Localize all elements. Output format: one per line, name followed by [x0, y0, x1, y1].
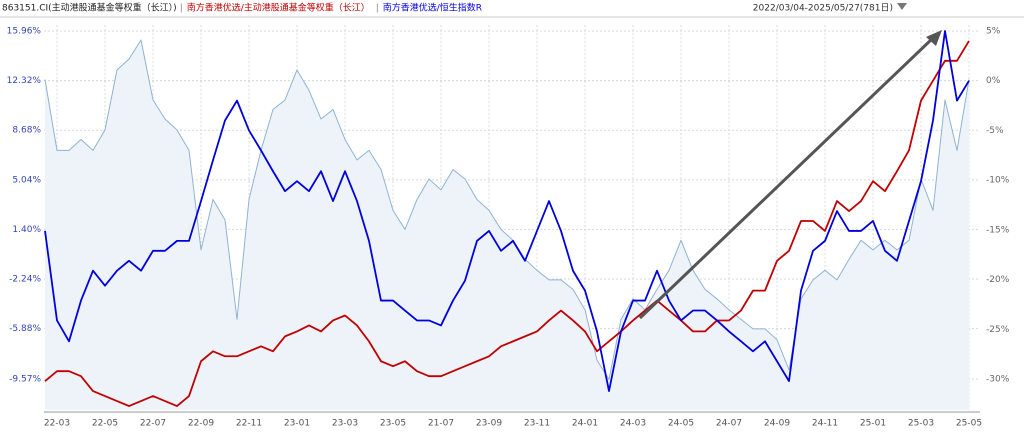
y2-tick-label: -5% — [986, 126, 1004, 136]
period: 2022/03/04-2025/05/27(781日) — [753, 3, 893, 14]
period-dropdown[interactable] — [897, 3, 907, 10]
x-tick-label: 23-01 — [284, 419, 310, 429]
x-tick-label: 22-11 — [236, 419, 262, 429]
x-tick-label: 24-07 — [716, 419, 742, 429]
x-tick-label: 22-03 — [44, 419, 70, 429]
x-tick-label: 22-07 — [140, 419, 166, 429]
x-tick-label: 25-01 — [860, 419, 886, 429]
y2-tick-label: -25% — [986, 325, 1010, 335]
y2-tick-label: -10% — [986, 176, 1010, 186]
legend-entry: 南方香港优选/主动港股通基金等权重（长江） — [187, 2, 370, 14]
y-tick-label: 15.96% — [7, 26, 42, 36]
legend-entry: 863151.CI(主动港股通基金等权重（长江）) — [2, 2, 177, 14]
x-tick-label: 24-05 — [668, 419, 694, 429]
legend-entry: 南方香港优选/恒生指数R — [383, 2, 482, 14]
y-tick-label: 8.68% — [12, 126, 41, 136]
x-tick-label: 22-09 — [188, 419, 214, 429]
x-tick-label: 21-07 — [428, 419, 454, 429]
x-tick-label: 22-05 — [92, 419, 118, 429]
x-tick-label: 24-09 — [764, 419, 790, 429]
x-tick-label: 24-01 — [572, 419, 598, 429]
y-tick-label: -5.88% — [9, 324, 41, 334]
y-tick-label: -2.24% — [9, 275, 41, 285]
x-tick-label: 23-03 — [332, 419, 358, 429]
legend-separator: | — [376, 4, 379, 14]
y-tick-label: -9.57% — [9, 374, 41, 384]
series-line — [44, 40, 970, 407]
x-tick-label: 24-03 — [620, 419, 646, 429]
arrow-annotation — [638, 30, 942, 320]
x-tick-label: 23-09 — [476, 419, 502, 429]
y-tick-label: 12.32% — [7, 76, 42, 86]
y2-tick-label: -15% — [986, 225, 1010, 235]
y2-tick-label: 5% — [986, 26, 1001, 36]
y-tick-label: 1.40% — [12, 225, 41, 235]
series-line — [44, 39, 970, 380]
series-area — [45, 39, 969, 410]
y2-tick-label: -20% — [986, 275, 1010, 285]
series-line — [44, 30, 970, 392]
x-tick-label: 24-11 — [812, 419, 838, 429]
x-tick-label: 25-05 — [956, 419, 982, 429]
y-tick-label: 5.04% — [12, 175, 41, 185]
legend-separator: | — [180, 4, 183, 14]
y2-tick-label: 0% — [986, 76, 1001, 86]
y2-tick-label: -30% — [986, 375, 1010, 385]
x-tick-label: 23-11 — [524, 419, 550, 429]
x-tick-label: 25-03 — [908, 419, 934, 429]
x-tick-label: 23-05 — [380, 419, 406, 429]
